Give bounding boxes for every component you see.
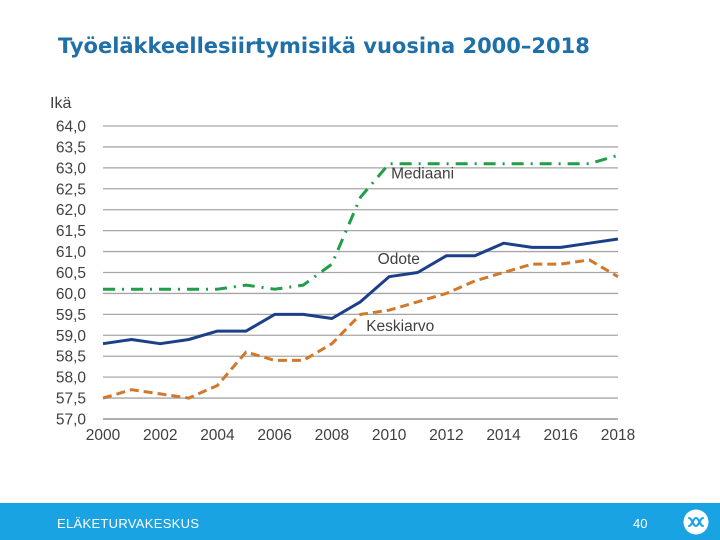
x-tick-label: 2002 [143, 427, 177, 444]
series-lines [102, 153, 619, 400]
x-tick-label: 2004 [200, 427, 235, 444]
y-tick-label: 60,5 [56, 265, 86, 282]
x-tick-label: 2016 [544, 427, 578, 444]
y-tick-label: 58,5 [56, 349, 86, 366]
eläketurvakeskus-logo-icon [683, 509, 709, 535]
series-line-keskiarvo [102, 258, 619, 400]
x-tick-label: 2012 [429, 427, 463, 444]
y-tick-label: 59,0 [56, 328, 87, 345]
y-tick-label: 61,0 [56, 244, 87, 261]
x-tick-label: 2000 [86, 427, 121, 444]
series-labels: Mediaani Odote Keskiarvo [366, 165, 454, 335]
series-line-odote [102, 237, 619, 346]
x-tick-label: 2010 [372, 427, 407, 444]
line-chart: 57,0 57,5 58,0 58,5 59,0 59,5 60,0 60,5 61,0 61,5… [50, 95, 635, 444]
footer-bar: ELÄKETURVAKESKUS 40 [0, 503, 720, 540]
y-tick-label: 62,0 [56, 202, 87, 219]
y-tick-label: 62,5 [56, 181, 86, 198]
page-title: Työeläkkeellesiirtymisikä vuosina 2000–2… [58, 34, 590, 58]
footer-organization: ELÄKETURVAKESKUS [57, 516, 200, 531]
x-tick-label: 2014 [486, 427, 521, 444]
y-tick-label: 63,0 [56, 160, 87, 177]
series-label-mediaani: Mediaani [391, 165, 454, 182]
y-tick-labels: 57,0 57,5 58,0 58,5 59,0 59,5 60,0 60,5 61,0 61,5… [56, 119, 87, 429]
y-tick-label: 58,0 [56, 370, 87, 387]
series-line-mediaani [103, 153, 619, 291]
y-tick-label: 59,5 [56, 307, 86, 324]
y-tick-label: 61,5 [56, 223, 86, 240]
y-tick-label: 63,5 [56, 139, 86, 156]
x-tick-label: 2006 [257, 427, 291, 444]
page-number: 40 [633, 516, 648, 531]
grid-lines [103, 125, 618, 420]
x-tick-label: 2018 [601, 427, 635, 444]
y-tick-label: 57,5 [56, 391, 86, 408]
series-label-keskiarvo: Keskiarvo [366, 318, 434, 335]
series-label-odote: Odote [378, 251, 420, 268]
y-axis-label: Ikä [50, 95, 71, 112]
y-tick-label: 57,0 [56, 412, 87, 429]
y-tick-label: 60,0 [56, 286, 87, 303]
y-tick-label: 64,0 [56, 119, 87, 136]
x-tick-labels: 2000 2002 2004 2006 2008 2010 2012 2014 2016 2018 [86, 427, 635, 444]
x-tick-label: 2008 [315, 427, 349, 444]
